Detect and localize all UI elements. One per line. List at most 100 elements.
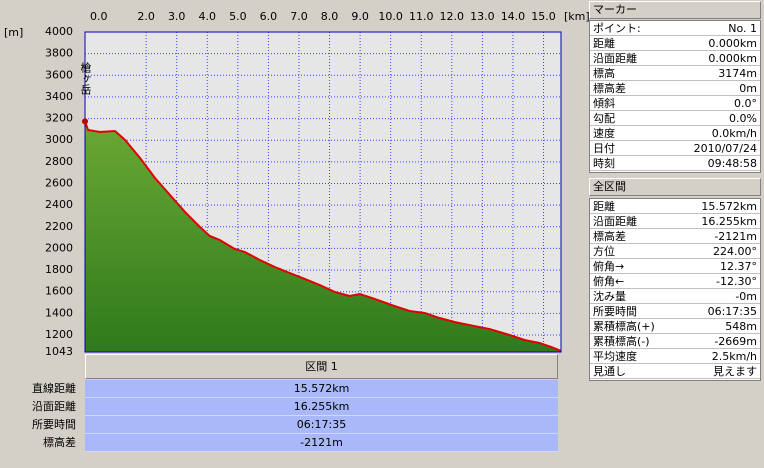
info-value: 548m	[725, 320, 757, 333]
y-tick-label: 1600	[45, 285, 73, 298]
info-row: 距離 0.000km	[590, 36, 760, 51]
info-value: 224.00°	[713, 245, 757, 258]
section-value: 06:17:35	[85, 416, 558, 434]
info-row: 勾配 0.0%	[590, 111, 760, 126]
y-tick-label: 4000	[45, 25, 73, 38]
panel-header: マーカー	[589, 1, 761, 19]
info-label: 標高差	[593, 82, 626, 95]
info-row: 沿面距離 0.000km	[590, 51, 760, 66]
y-tick-label: 3400	[45, 90, 73, 103]
x-tick-label: 13.0	[470, 10, 495, 23]
x-tick-label: 4.0	[199, 10, 217, 23]
x-tick-label: 10.0	[378, 10, 403, 23]
y-tick-label: 3000	[45, 133, 73, 146]
info-value: 06:17:35	[707, 305, 757, 318]
info-label: 累積標高(+)	[593, 320, 655, 333]
x-tick-label: 14.0	[501, 10, 526, 23]
info-value: 2010/07/24	[693, 142, 757, 155]
info-row: 傾斜 0.0°	[590, 96, 760, 111]
y-tick-label: 2200	[45, 220, 73, 233]
info-value: 0.000km	[708, 37, 757, 50]
info-value: 2.5km/h	[711, 350, 757, 363]
x-tick-label: 12.0	[440, 10, 465, 23]
y-tick-label: 3200	[45, 112, 73, 125]
y-tick-label: 1400	[45, 306, 73, 319]
info-value: 0.0%	[729, 112, 757, 125]
x-tick-label: 11.0	[409, 10, 434, 23]
y-tick-label: 1200	[45, 328, 73, 341]
section-header[interactable]: 区間 1	[85, 354, 558, 379]
y-tick-label: 2000	[45, 241, 73, 254]
info-label: 沿面距離	[593, 52, 637, 65]
info-value: 12.37°	[720, 260, 757, 273]
section-value: 15.572km	[85, 380, 558, 398]
info-value: -12.30°	[716, 275, 757, 288]
info-label: ポイント:	[593, 22, 641, 35]
x-tick-label: 8.0	[321, 10, 339, 23]
y-tick-label: 3800	[45, 47, 73, 60]
panel-header: 全区間	[589, 178, 761, 196]
section-label: 所要時間	[32, 418, 76, 431]
info-label: 見通し	[593, 365, 626, 378]
info-value: 09:48:58	[707, 157, 757, 170]
info-label: 距離	[593, 37, 615, 50]
info-row: 距離 15.572km	[590, 199, 760, 214]
info-label: 速度	[593, 127, 615, 140]
info-value: 3174m	[718, 67, 757, 80]
info-row: 累積標高(+) 548m	[590, 319, 760, 334]
marker-table: ポイント: No. 1 距離 0.000km 沿面距離 0.000km 標高 3174m 標高差…	[589, 20, 761, 173]
info-value: 0m	[739, 82, 757, 95]
info-label: 日付	[593, 142, 615, 155]
y-tick-label: 3600	[45, 68, 73, 81]
x-tick-label: 2.0	[137, 10, 155, 23]
info-value: No. 1	[728, 22, 757, 35]
info-label: 平均速度	[593, 350, 637, 363]
y-unit: [m]	[4, 26, 23, 39]
x-tick-label: 5.0	[229, 10, 247, 23]
info-label: 勾配	[593, 112, 615, 125]
peak-marker	[82, 118, 88, 125]
info-row: 標高 3174m	[590, 66, 760, 81]
info-value: 0.0km/h	[711, 127, 757, 140]
x-tick-label: 0.0	[90, 10, 108, 23]
info-value: 16.255km	[701, 215, 757, 228]
info-value: 0.0°	[734, 97, 757, 110]
y-tick-label: 1043	[45, 345, 73, 358]
info-label: 沿面距離	[593, 215, 637, 228]
info-label: 標高	[593, 67, 615, 80]
info-row: 累積標高(-) -2669m	[590, 334, 760, 349]
info-label: 標高差	[593, 230, 626, 243]
annotation: 槍ヶ岳	[79, 61, 92, 95]
info-label: 俯角→	[593, 260, 625, 273]
info-label: 傾斜	[593, 97, 615, 110]
elevation-line	[84, 121, 562, 352]
info-value: 見えます	[713, 365, 757, 378]
elevation-area	[85, 121, 561, 352]
info-label: 距離	[593, 200, 615, 213]
x-tick-label: 6.0	[260, 10, 278, 23]
y-tick-label: 1800	[45, 263, 73, 276]
info-row: 俯角→ 12.37°	[590, 259, 760, 274]
y-tick-label: 2800	[45, 155, 73, 168]
info-label: 時刻	[593, 157, 615, 170]
info-row: 見通し 見えます	[590, 364, 760, 379]
info-value: -2121m	[714, 230, 757, 243]
info-value: 15.572km	[701, 200, 757, 213]
info-row: 所要時間 06:17:35	[590, 304, 760, 319]
section-label: 沿面距離	[32, 400, 76, 413]
section-value: -2121m	[85, 434, 558, 452]
x-unit: [km]	[564, 10, 590, 23]
info-row: 標高差 -2121m	[590, 229, 760, 244]
plot-border	[84, 31, 562, 353]
x-tick-label: 3.0	[168, 10, 186, 23]
info-row: ポイント: No. 1	[590, 21, 760, 36]
y-tick-label: 2400	[45, 198, 73, 211]
section-label: 直線距離	[32, 382, 76, 395]
y-tick-label: 2600	[45, 177, 73, 190]
info-label: 方位	[593, 245, 615, 258]
whole-section-table: 距離 15.572km 沿面距離 16.255km 標高差 -2121m 方位 224.00°…	[589, 198, 761, 381]
info-value: -2669m	[714, 335, 757, 348]
info-row: 時刻 09:48:58	[590, 156, 760, 171]
x-tick-label: 15.0	[531, 10, 556, 23]
